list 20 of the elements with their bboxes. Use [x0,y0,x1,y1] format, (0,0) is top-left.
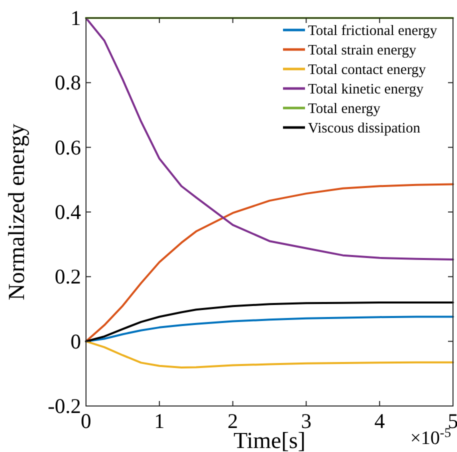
legend-label: Total energy [308,101,382,117]
y-tick-label: -0.2 [48,394,81,418]
y-tick-label: 0.4 [54,200,82,224]
line-series [85,17,454,261]
y-tick-label: 0.6 [54,135,81,160]
legend-label: Viscous dissipation [308,120,422,136]
legend-label: Total strain energy [308,42,417,58]
y-tick-label: 0 [70,329,81,354]
y-tick-label: 0.2 [54,264,81,289]
line-series [85,183,454,342]
legend-label: Total contact energy [308,62,427,78]
y-tick-label: 1 [70,6,81,30]
line-series [85,302,454,342]
x-tick-label: 1 [154,409,165,433]
x-tick-label: 4 [374,409,386,433]
line-series [85,340,454,369]
y-axis-title: Normalized energy [4,123,29,300]
y-tick-label: 0.8 [54,70,81,95]
legend-label: Total kinetic energy [308,82,424,98]
legend-label: Total frictional energy [308,23,438,39]
